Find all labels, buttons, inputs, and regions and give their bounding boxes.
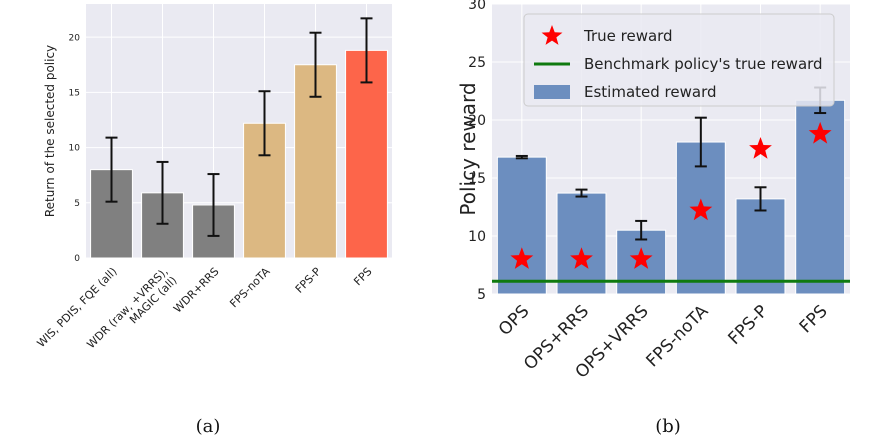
error-bar	[635, 219, 648, 241]
x-tick-label-line: FPS-noTA	[227, 265, 273, 311]
bar	[735, 198, 786, 295]
x-tick-label: FPS	[796, 301, 832, 337]
legend-entry: Estimated reward	[584, 83, 717, 101]
legend: True reward Benchmark policy's true rewar…	[523, 13, 835, 107]
y-tick-label: 5	[74, 199, 80, 209]
x-tick-label-line: FPS-P	[725, 301, 773, 349]
y-tick-label: 0	[74, 254, 80, 264]
legend-frame	[523, 13, 835, 107]
x-tick-label: FPS-P	[725, 301, 773, 349]
x-tick-label-line: FPS-noTA	[642, 301, 712, 371]
x-tick-label-line: OPS	[495, 301, 533, 339]
legend-entry: True reward	[583, 27, 673, 45]
error-bar	[258, 90, 271, 157]
x-tick-label-line: WDR+RRS	[171, 265, 222, 316]
y-tick-label: 15	[69, 88, 80, 98]
panel-caption: (a)	[196, 416, 221, 437]
bar	[675, 141, 726, 295]
y-axis-label: Policy reward	[456, 82, 480, 215]
x-tick-label-line: FPS	[796, 301, 832, 337]
error-bar	[515, 154, 528, 160]
x-tick-label-line: FPS	[351, 265, 374, 288]
legend-bar-marker	[534, 85, 570, 99]
x-tick-label: FPS-P	[293, 265, 324, 296]
error-bar	[694, 116, 707, 168]
bar	[141, 192, 184, 259]
plot-area	[86, 4, 392, 258]
y-tick-label: 25	[468, 55, 486, 71]
x-tick-label: FPS-noTA	[227, 265, 273, 311]
bar	[345, 49, 388, 259]
true-reward-star	[749, 137, 772, 159]
y-tick-label: 10	[468, 229, 486, 245]
y-tick-label: 10	[69, 144, 81, 154]
y-tick-label: 30	[468, 0, 486, 13]
y-tick-label: 20	[468, 113, 486, 129]
x-tick-label: FPS-noTA	[642, 301, 712, 371]
true-reward-star	[510, 247, 534, 269]
error-bar	[309, 31, 322, 98]
error-bar	[105, 136, 118, 203]
x-tick-label: FPS	[351, 265, 374, 288]
x-tick-label-line: FPS-P	[293, 265, 324, 296]
panel-caption: (b)	[655, 416, 681, 437]
legend-entry: Benchmark policy's true reward	[584, 55, 823, 73]
x-tick-label: WDR+RRS	[171, 265, 222, 316]
true-reward-star	[570, 247, 593, 269]
error-bar	[754, 186, 767, 212]
y-tick-label: 15	[468, 171, 486, 187]
true-reward-star	[689, 198, 713, 221]
y-tick-label: 20	[69, 33, 81, 43]
bar	[496, 156, 547, 295]
true-reward-star	[629, 247, 653, 269]
true-reward-star	[808, 121, 832, 144]
x-tick-label: OPS	[495, 301, 533, 339]
bar	[556, 192, 607, 295]
y-axis-label: Return of the selected policy	[43, 45, 57, 217]
error-bar	[575, 188, 588, 198]
error-bar	[207, 173, 220, 237]
error-bar	[156, 160, 169, 225]
y-tick-label: 5	[477, 287, 486, 303]
legend-star-marker	[541, 25, 563, 45]
error-bar	[360, 17, 373, 84]
